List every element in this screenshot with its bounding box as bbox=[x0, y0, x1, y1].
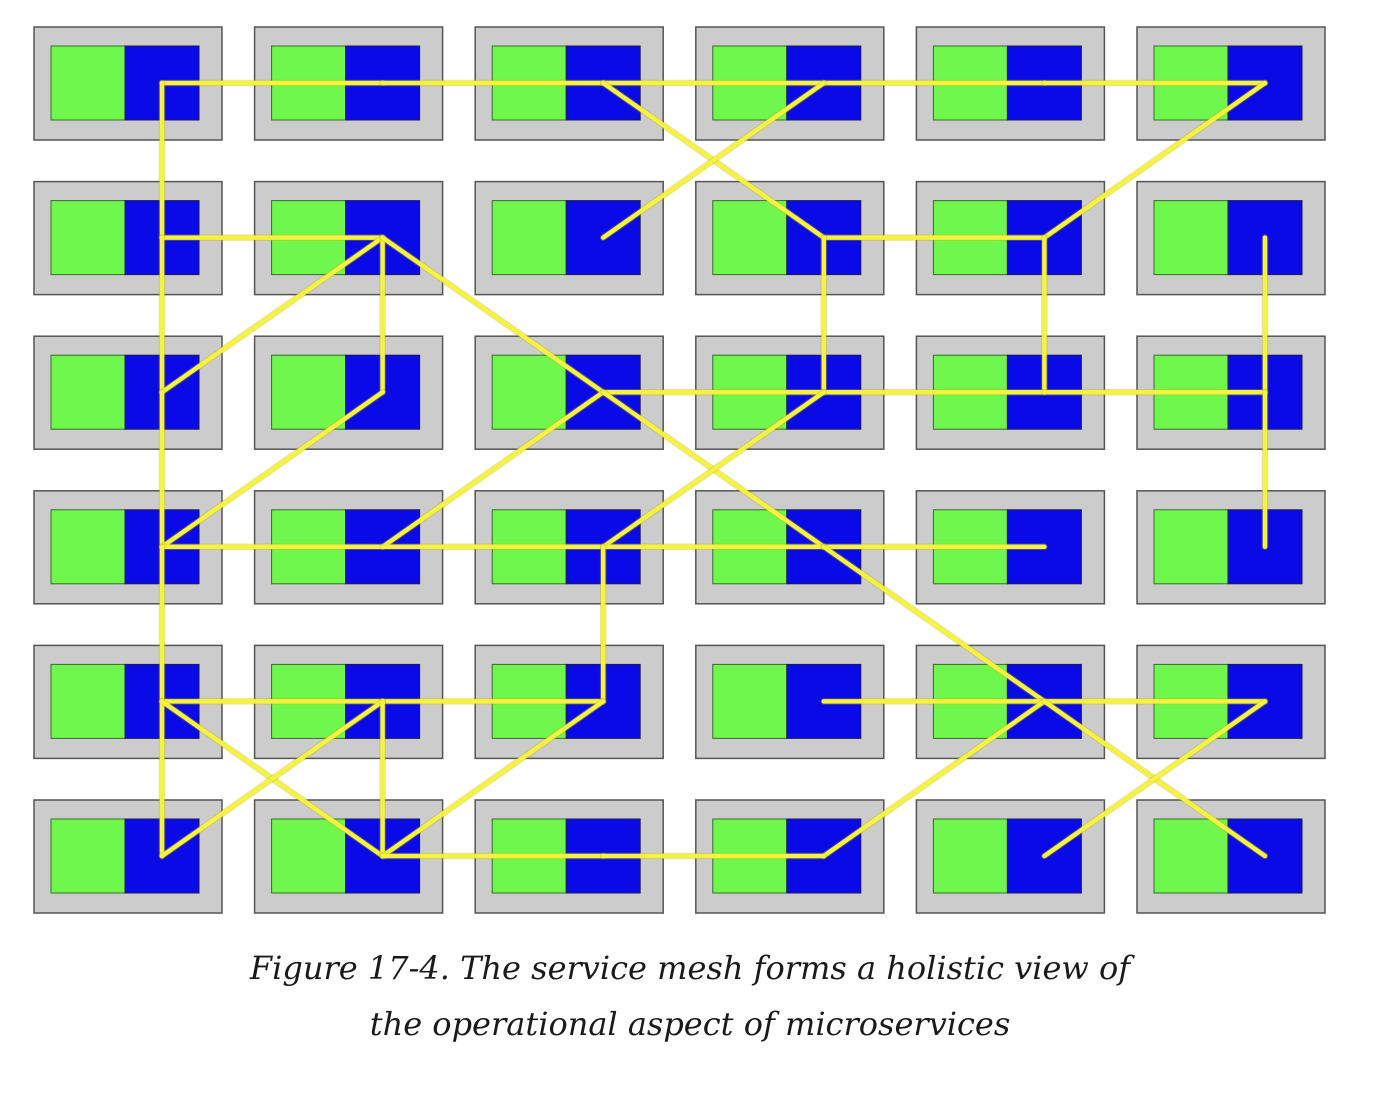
service-host-1-5 bbox=[1136, 180, 1326, 296]
mesh-link-43 bbox=[821, 699, 1047, 859]
microservice-block bbox=[932, 818, 1008, 894]
microservice-block bbox=[271, 354, 347, 430]
microservice-block bbox=[50, 45, 126, 121]
mesh-link-22 bbox=[159, 389, 385, 550]
hosts-layer bbox=[33, 26, 1326, 914]
microservice-block bbox=[491, 354, 567, 430]
service-host-5-0 bbox=[33, 799, 223, 914]
figure-caption: Figure 17-4. The service mesh forms a ho… bbox=[0, 940, 1380, 1052]
microservice-block bbox=[271, 818, 347, 894]
service-host-3-5 bbox=[1136, 490, 1326, 605]
mesh-link-45 bbox=[1042, 699, 1268, 859]
mesh-link-8 bbox=[1042, 80, 1268, 240]
microservice-block bbox=[1153, 509, 1229, 585]
mesh-link-25 bbox=[600, 389, 827, 550]
microservice-block bbox=[50, 200, 126, 276]
mesh-link-14 bbox=[380, 235, 606, 395]
service-host-5-4 bbox=[915, 799, 1106, 914]
mesh-link-7 bbox=[600, 80, 827, 240]
service-mesh-diagram bbox=[33, 26, 1326, 914]
service-host-5-5 bbox=[1136, 799, 1326, 914]
service-host-1-1 bbox=[253, 180, 444, 296]
caption-line-2: the operational aspect of microservices bbox=[369, 1005, 1011, 1043]
microservice-block bbox=[712, 200, 788, 276]
mesh-link-33 bbox=[821, 544, 1047, 704]
microservice-block bbox=[50, 663, 126, 739]
service-host-2-1 bbox=[253, 335, 444, 450]
microservice-block bbox=[1153, 818, 1229, 894]
mesh-link-40 bbox=[159, 699, 385, 859]
microservice-block bbox=[491, 200, 567, 276]
microservice-block bbox=[50, 509, 126, 585]
microservice-block bbox=[712, 663, 788, 739]
service-host-4-0 bbox=[33, 644, 223, 760]
microservice-block bbox=[1153, 200, 1229, 276]
caption-line-1: Figure 17-4. The service mesh forms a ho… bbox=[249, 949, 1131, 987]
links-layer bbox=[158, 79, 1269, 860]
mesh-link-23 bbox=[380, 389, 606, 550]
service-host-1-2 bbox=[474, 180, 664, 296]
mesh-link-42 bbox=[380, 699, 606, 859]
service-host-2-0 bbox=[33, 335, 223, 450]
microservice-block bbox=[50, 354, 126, 430]
microservice-block bbox=[50, 818, 126, 894]
mesh-link-12 bbox=[159, 235, 385, 395]
service-host-1-0 bbox=[33, 180, 223, 296]
